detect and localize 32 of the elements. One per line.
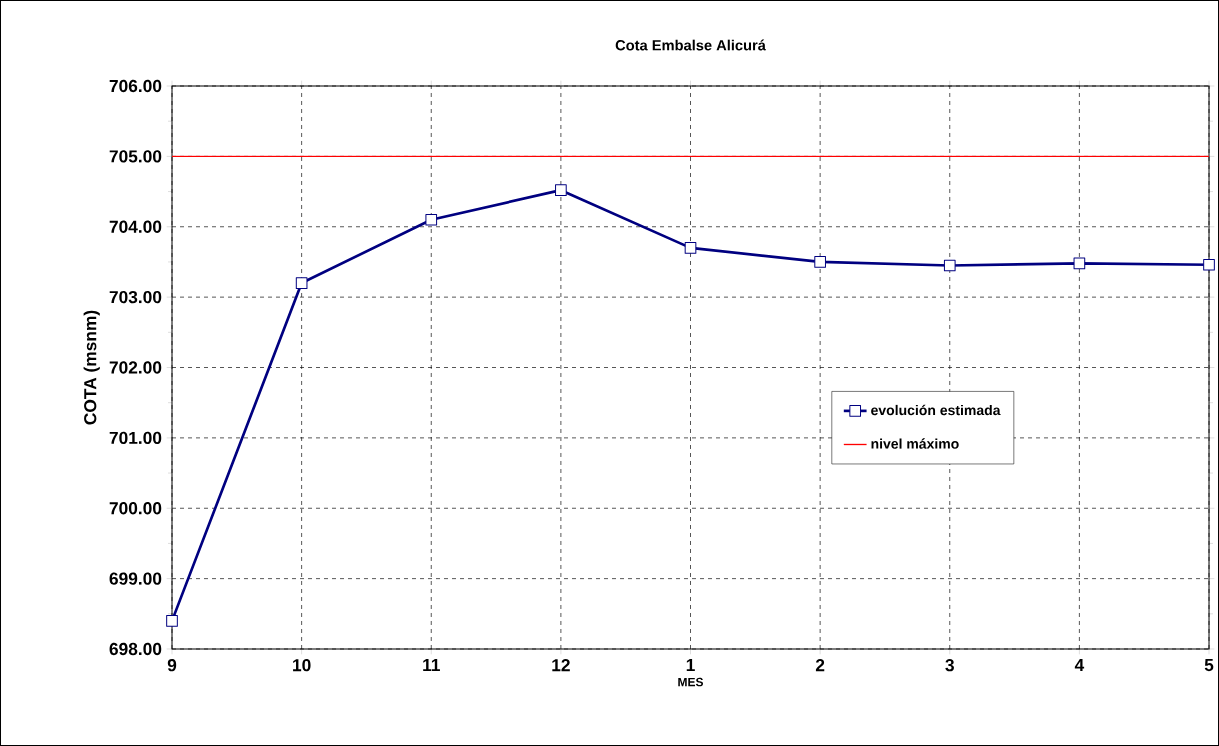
chart-title: Cota Embalse Alicurá — [615, 39, 766, 51]
y-tick-label: 701.00 — [109, 431, 162, 445]
x-tick-label: 5 — [1204, 659, 1214, 672]
point — [1203, 258, 1215, 271]
y-tick-label: 705.00 — [109, 150, 162, 163]
x-tick-label: 1 — [686, 659, 695, 671]
y-tick-label: 700.00 — [109, 502, 162, 515]
y-tick-label: 703.00 — [109, 290, 162, 304]
point — [166, 615, 178, 627]
point — [295, 277, 308, 289]
legend-label: evolución estimada — [871, 404, 1001, 416]
y-tick-label: 699.00 — [109, 572, 162, 585]
y-tick-label: 704.00 — [109, 220, 162, 233]
x-axis-title: MES — [678, 677, 704, 687]
x-tick-label: 11 — [423, 659, 440, 671]
y-axis-title: COTA (msnm) — [83, 310, 100, 425]
legend-label: nivel máximo — [871, 438, 959, 449]
x-tick-label: 10 — [293, 659, 311, 672]
x-tick-label: 4 — [1074, 659, 1085, 671]
point — [425, 213, 438, 226]
point — [943, 259, 956, 272]
x-tick-label: 9 — [167, 659, 177, 672]
y-tick-label: 702.00 — [109, 361, 162, 374]
x-tick-label: 12 — [552, 659, 570, 672]
x-tick-label: 3 — [945, 659, 954, 672]
x-tick-label: 2 — [815, 659, 825, 672]
point — [1073, 257, 1086, 270]
y-tick-label: 706.00 — [109, 79, 162, 93]
point — [684, 242, 697, 254]
y-tick-label: 698.00 — [109, 642, 162, 656]
point — [555, 184, 567, 196]
point — [814, 256, 826, 268]
